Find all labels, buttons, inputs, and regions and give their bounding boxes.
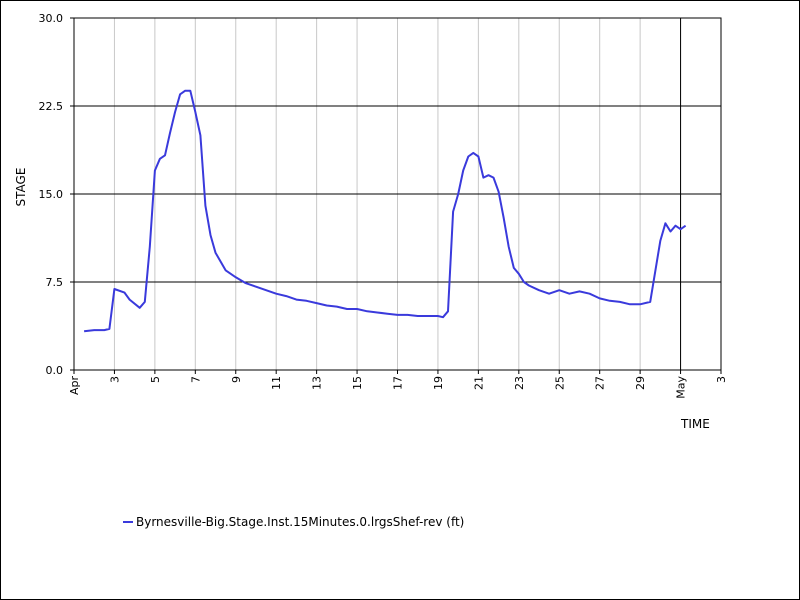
x-axis-title: TIME xyxy=(680,417,710,431)
x-tick-label: 9 xyxy=(230,376,243,383)
x-tick-label: 23 xyxy=(513,376,526,390)
legend-label: Byrnesville-Big.Stage.Inst.15Minutes.0.l… xyxy=(136,515,464,529)
series-layer xyxy=(83,89,687,333)
grid-lines xyxy=(74,18,721,370)
x-tick-label: 17 xyxy=(392,376,405,390)
y-tick-label: 0.0 xyxy=(46,364,64,377)
y-tick-label: 22.5 xyxy=(39,100,64,113)
y-tick-label: 15.0 xyxy=(39,188,64,201)
x-tick-label: May xyxy=(675,376,688,399)
x-tick-label: 3 xyxy=(108,376,121,383)
series-line-0 xyxy=(83,89,687,333)
legend: Byrnesville-Big.Stage.Inst.15Minutes.0.l… xyxy=(123,515,464,529)
y-tick-label: 30.0 xyxy=(39,12,64,25)
x-tick-label: 21 xyxy=(472,376,485,390)
axes: 0.0 7.5 15.0 22.5 30.0 Apr 3 5 7 9 11 13 15 17 19 21 23 2… xyxy=(39,12,729,399)
x-tick-label: 19 xyxy=(432,376,445,390)
x-tick-label: 13 xyxy=(311,376,324,390)
x-tick-label: 29 xyxy=(634,376,647,390)
x-tick-label: 27 xyxy=(594,376,607,390)
y-tick-label: 7.5 xyxy=(46,276,64,289)
x-tick-label: 7 xyxy=(189,376,202,383)
x-tick-label: Apr xyxy=(68,376,81,396)
x-tick-label: 3 xyxy=(715,376,728,383)
x-tick-label: 15 xyxy=(351,376,364,390)
x-tick-label: 5 xyxy=(149,376,162,383)
y-axis-title: STAGE xyxy=(14,168,28,207)
x-tick-label: 25 xyxy=(553,376,566,390)
x-tick-label: 11 xyxy=(270,376,283,390)
